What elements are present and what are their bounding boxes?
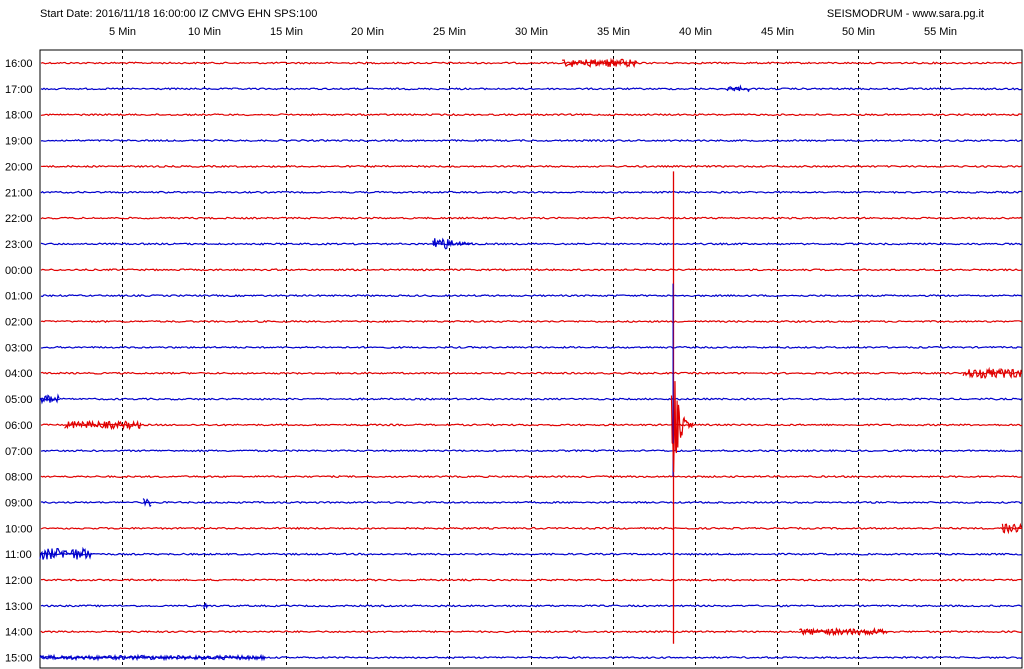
trace-1800 [40, 113, 1023, 117]
trace-0700 [40, 449, 1023, 453]
hour-label: 02:00 [5, 317, 33, 329]
trace-1000 [40, 526, 1023, 530]
trace-0000 [40, 268, 1023, 272]
hour-label: 16:00 [5, 58, 33, 70]
x-tick-label: 50 Min [842, 26, 875, 38]
hour-label: 18:00 [5, 110, 33, 122]
trace-0500 [40, 397, 1023, 401]
hour-label: 09:00 [5, 497, 33, 509]
hour-label: 08:00 [5, 472, 33, 484]
hour-label: 19:00 [5, 136, 33, 148]
hour-label: 00:00 [5, 265, 33, 277]
x-tick-label: 35 Min [597, 26, 630, 38]
trace-0100 [40, 294, 1023, 298]
trace-1200 [41, 578, 1023, 582]
event-burst [39, 653, 266, 662]
hour-label: 20:00 [5, 161, 33, 173]
trace-1700 [40, 87, 1023, 91]
seismodrum-credit: SEISMODRUM - www.sara.pg.it [826, 8, 984, 20]
trace-0400 [40, 371, 1023, 375]
event-burst [432, 237, 473, 250]
trace-2200 [40, 216, 1023, 220]
hour-label: 15:00 [5, 653, 33, 665]
trace-1600 [40, 61, 1023, 65]
hour-label: 12:00 [5, 575, 33, 587]
event-burst [726, 84, 750, 93]
x-tick-label: 25 Min [433, 26, 466, 38]
event-burst [64, 419, 142, 431]
earthquake-coda [670, 381, 694, 473]
trace-1900 [40, 138, 1023, 143]
start-date-header: Start Date: 2016/11/18 16:00:00 IZ CMVG … [40, 8, 318, 20]
event-burst [39, 393, 60, 405]
event-burst [142, 498, 152, 508]
event-burst [799, 627, 888, 637]
hour-label: 06:00 [5, 420, 33, 432]
x-tick-label: 30 Min [515, 26, 548, 38]
x-tick-label: 15 Min [270, 26, 303, 38]
x-tick-label: 10 Min [188, 26, 221, 38]
hour-label: 01:00 [5, 291, 33, 303]
trace-1400 [40, 630, 1023, 634]
trace-0900 [40, 500, 1023, 505]
event-burst [561, 57, 638, 68]
x-tick-label: 45 Min [761, 26, 794, 38]
trace-0300 [40, 345, 1023, 349]
event-burst [203, 602, 209, 610]
hour-label: 17:00 [5, 84, 33, 96]
trace-1100 [40, 552, 1023, 556]
x-tick-label: 5 Min [109, 26, 136, 38]
event-burst [1001, 522, 1022, 535]
trace-0200 [40, 319, 1023, 324]
hour-label: 07:00 [5, 446, 33, 458]
hour-label: 14:00 [5, 627, 33, 639]
event-burst [39, 546, 93, 560]
hour-label: 13:00 [5, 601, 33, 613]
hour-label: 05:00 [5, 394, 33, 406]
hour-label: 22:00 [5, 213, 33, 225]
x-tick-label: 55 Min [924, 26, 957, 38]
x-tick-label: 40 Min [679, 26, 712, 38]
hour-label: 10:00 [5, 523, 33, 535]
hour-label: 21:00 [5, 187, 33, 199]
trace-0600 [40, 423, 1023, 427]
trace-0800 [40, 475, 1023, 479]
event-burst [962, 366, 1022, 380]
trace-1300 [40, 604, 1023, 608]
hour-label: 03:00 [5, 342, 33, 354]
trace-2100 [40, 190, 1023, 194]
trace-2000 [40, 164, 1023, 168]
x-tick-label: 20 Min [351, 26, 384, 38]
trace-2300 [40, 242, 1023, 246]
hour-label: 11:00 [5, 549, 32, 561]
hour-label: 23:00 [5, 239, 33, 251]
hour-label: 04:00 [5, 368, 33, 380]
